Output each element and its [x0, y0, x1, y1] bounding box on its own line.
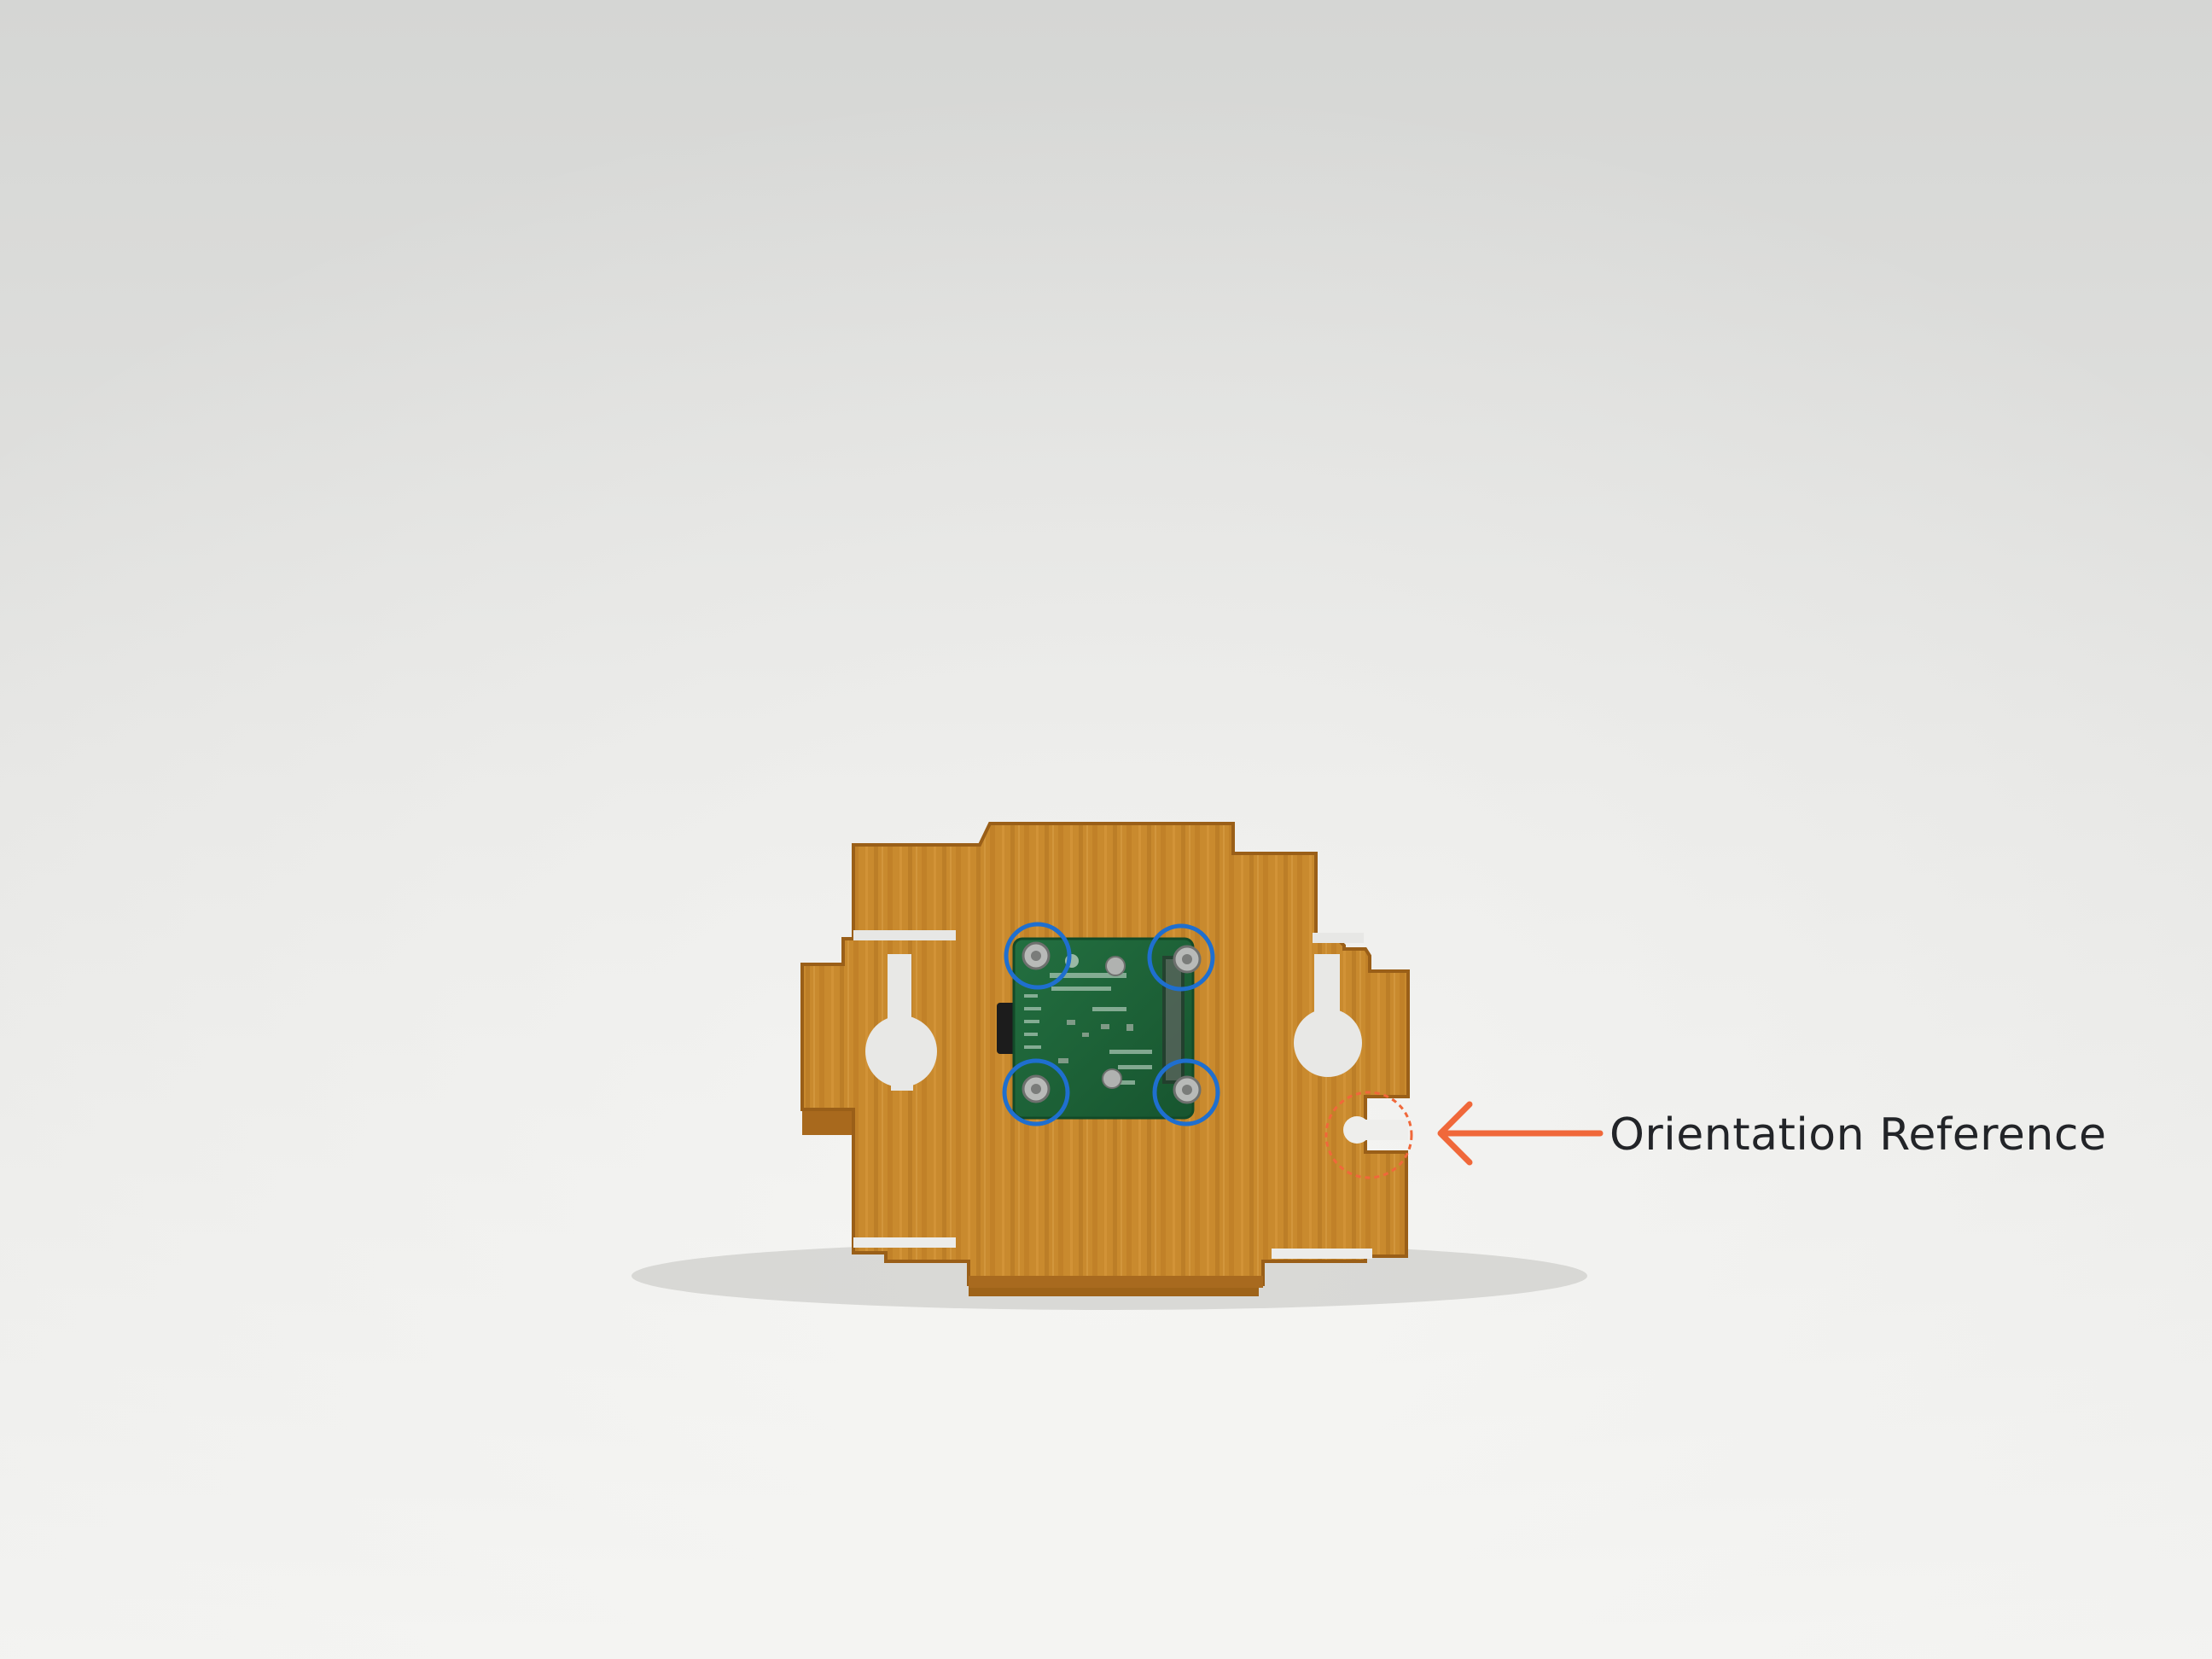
orientation-notch — [1343, 1116, 1408, 1144]
board-front-edge — [969, 1276, 1263, 1288]
mount-hole-markers — [1002, 922, 1220, 1126]
right-slot-top — [1313, 933, 1364, 943]
screw-icon-top-right — [1173, 945, 1202, 974]
marker-top-left — [1004, 922, 1072, 990]
marker-bottom-left — [1002, 1058, 1070, 1126]
arrow-left-icon — [1437, 1101, 1604, 1166]
left-slot-bottom — [853, 1237, 956, 1248]
screw-icon-bottom-left — [1022, 1074, 1051, 1103]
left-slot-top — [853, 930, 956, 940]
orientation-reference-label: Orientation Reference — [1610, 1109, 2107, 1161]
screw-icon-top-left — [1022, 941, 1051, 970]
right-slot-bottom — [1272, 1249, 1372, 1259]
right-keyhole-cutout — [1294, 954, 1362, 1077]
screw-icon-top-mid — [1105, 956, 1126, 976]
screw-icon-bottom-mid — [1102, 1068, 1122, 1089]
marker-top-right — [1147, 923, 1215, 992]
screw-icon-bottom-right — [1173, 1075, 1202, 1104]
left-keyhole-cutout — [865, 954, 937, 1091]
marker-bottom-right — [1152, 1058, 1220, 1126]
orientation-marker — [1324, 1091, 1413, 1179]
